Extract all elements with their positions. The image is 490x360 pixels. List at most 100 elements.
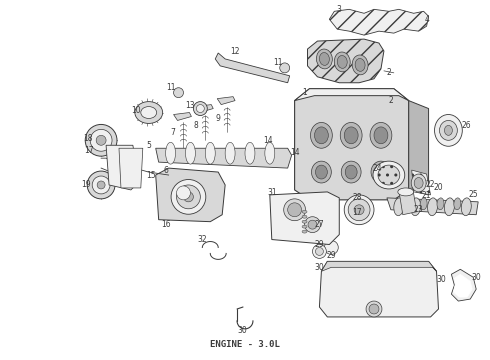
Ellipse shape <box>85 125 117 156</box>
Polygon shape <box>308 39 384 83</box>
Text: 2: 2 <box>389 96 393 105</box>
Text: 21: 21 <box>422 192 431 201</box>
Text: 14: 14 <box>290 148 299 157</box>
Ellipse shape <box>265 142 275 164</box>
Ellipse shape <box>319 53 329 66</box>
Ellipse shape <box>341 161 361 183</box>
Text: 23: 23 <box>414 205 423 214</box>
Ellipse shape <box>437 198 444 210</box>
Ellipse shape <box>316 165 327 179</box>
Text: 17: 17 <box>352 208 362 217</box>
Ellipse shape <box>340 122 362 148</box>
Text: 2: 2 <box>387 68 391 77</box>
Text: 26: 26 <box>462 121 471 130</box>
Text: 13: 13 <box>186 101 195 110</box>
Ellipse shape <box>196 105 204 113</box>
Polygon shape <box>217 96 235 105</box>
Ellipse shape <box>288 203 301 217</box>
Text: 22: 22 <box>426 180 435 189</box>
Polygon shape <box>156 148 292 168</box>
Ellipse shape <box>461 198 471 216</box>
Ellipse shape <box>183 192 194 202</box>
Ellipse shape <box>370 122 392 148</box>
Ellipse shape <box>374 127 388 144</box>
Text: 29: 29 <box>326 251 336 260</box>
Ellipse shape <box>454 198 461 210</box>
Ellipse shape <box>302 215 307 218</box>
Text: 27: 27 <box>315 220 324 229</box>
Ellipse shape <box>378 165 400 185</box>
Polygon shape <box>412 170 431 195</box>
Ellipse shape <box>355 58 365 71</box>
Polygon shape <box>294 89 409 100</box>
Polygon shape <box>215 53 290 83</box>
Polygon shape <box>270 192 339 244</box>
Ellipse shape <box>444 198 454 216</box>
Ellipse shape <box>348 199 370 221</box>
Polygon shape <box>119 148 143 188</box>
Circle shape <box>324 240 338 255</box>
Polygon shape <box>387 198 478 215</box>
Text: 14: 14 <box>263 136 272 145</box>
Ellipse shape <box>302 225 307 228</box>
Ellipse shape <box>337 55 347 68</box>
Text: 12: 12 <box>230 46 240 55</box>
Ellipse shape <box>225 142 235 164</box>
Ellipse shape <box>354 205 364 215</box>
Polygon shape <box>451 269 476 301</box>
Ellipse shape <box>205 142 215 164</box>
Text: 15: 15 <box>146 171 155 180</box>
Text: 20: 20 <box>434 184 443 193</box>
Text: 24: 24 <box>372 163 382 172</box>
Ellipse shape <box>245 142 255 164</box>
Text: 8: 8 <box>193 121 198 130</box>
Polygon shape <box>106 145 139 190</box>
Ellipse shape <box>305 217 320 233</box>
Text: 10: 10 <box>131 106 141 115</box>
Text: 3: 3 <box>337 5 342 14</box>
Polygon shape <box>319 261 439 317</box>
Ellipse shape <box>420 198 427 210</box>
Ellipse shape <box>371 161 391 183</box>
Ellipse shape <box>334 52 350 72</box>
Ellipse shape <box>344 195 374 225</box>
Ellipse shape <box>440 121 457 140</box>
Polygon shape <box>196 105 213 113</box>
Ellipse shape <box>411 198 421 216</box>
Ellipse shape <box>324 225 334 235</box>
Ellipse shape <box>284 199 306 221</box>
Ellipse shape <box>166 142 175 164</box>
Ellipse shape <box>302 210 307 213</box>
Text: 6: 6 <box>163 166 168 175</box>
Text: 30: 30 <box>471 273 481 282</box>
Circle shape <box>369 304 379 314</box>
Ellipse shape <box>435 114 462 146</box>
Text: 29: 29 <box>315 240 324 249</box>
Polygon shape <box>409 100 429 195</box>
Ellipse shape <box>403 198 410 210</box>
Ellipse shape <box>414 177 423 188</box>
Text: 4: 4 <box>424 15 429 24</box>
Ellipse shape <box>302 230 307 233</box>
Polygon shape <box>294 89 409 200</box>
Ellipse shape <box>345 165 357 179</box>
Ellipse shape <box>352 55 368 75</box>
Ellipse shape <box>97 181 105 189</box>
Ellipse shape <box>92 176 110 194</box>
Text: 30: 30 <box>437 275 446 284</box>
Ellipse shape <box>411 174 426 192</box>
Circle shape <box>316 247 323 255</box>
Ellipse shape <box>375 165 387 179</box>
Polygon shape <box>156 168 225 222</box>
Text: 11: 11 <box>273 58 283 67</box>
Text: 11: 11 <box>166 83 175 92</box>
Ellipse shape <box>394 198 404 216</box>
Text: 30: 30 <box>237 326 247 335</box>
Ellipse shape <box>96 135 106 145</box>
Ellipse shape <box>308 220 317 229</box>
Ellipse shape <box>320 221 338 239</box>
Ellipse shape <box>444 125 452 135</box>
Text: 19: 19 <box>81 180 91 189</box>
Text: 30: 30 <box>315 263 324 272</box>
Ellipse shape <box>90 129 112 151</box>
